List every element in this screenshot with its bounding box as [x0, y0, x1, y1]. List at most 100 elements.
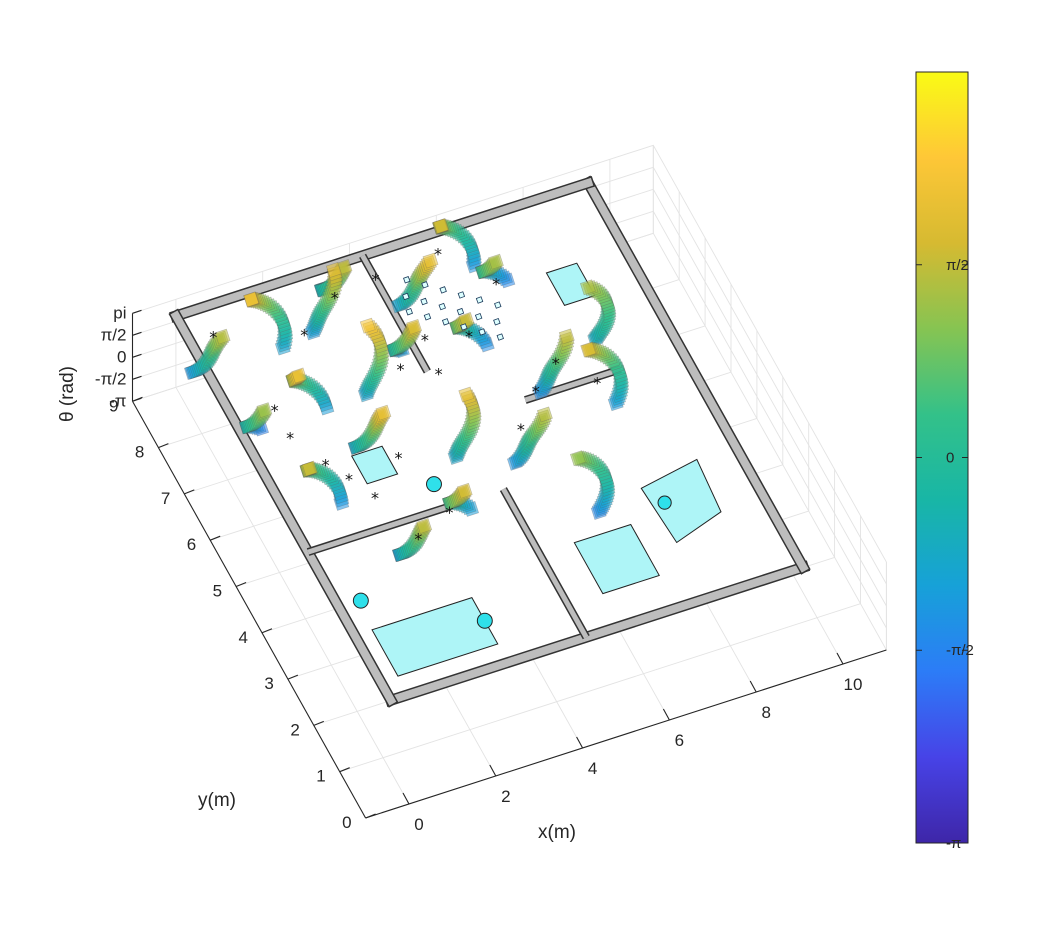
furniture-table [573, 523, 660, 595]
furniture-stool [476, 612, 493, 629]
colorbar-tick-label: -π [946, 835, 961, 852]
landmark-marker [420, 297, 428, 306]
colorbar-tick-label: π/2 [946, 257, 969, 274]
robot-position-star: * [372, 270, 380, 289]
robot-position-star: * [345, 470, 353, 489]
robot-position-star: * [331, 289, 339, 308]
y-tick-label: 3 [264, 674, 273, 693]
colorbar [915, 71, 969, 844]
y-tick-label: 5 [213, 581, 222, 600]
particle-cluster [299, 460, 350, 511]
z-tick-label: -π/2 [95, 369, 127, 388]
particle-cluster [580, 341, 630, 412]
y-tick-label: 2 [290, 720, 299, 739]
robot-position-star: * [465, 327, 473, 346]
particle-cluster [183, 328, 231, 380]
x-tick [749, 680, 757, 693]
robot-position-star: * [517, 420, 525, 439]
robot-position-star: * [434, 244, 442, 263]
particle-cube [580, 341, 597, 358]
landmark-marker [494, 301, 502, 309]
particle-cube [256, 402, 273, 419]
robot-position-star: * [396, 360, 404, 379]
particle-cube [536, 406, 553, 423]
y-tick-label: 6 [187, 535, 196, 554]
inner-wall [501, 487, 589, 639]
x-tick-label: 6 [675, 731, 684, 750]
particle-cube [487, 253, 504, 270]
landmark-marker [441, 318, 450, 326]
robot-position-star: * [286, 429, 294, 448]
y-axis-label: y(m) [198, 790, 236, 811]
particle-cube [301, 460, 318, 477]
landmark-marker [474, 312, 483, 321]
particle-cube [406, 318, 423, 335]
colorbar-tick-label: 0 [946, 450, 954, 467]
robot-position-star: * [300, 326, 308, 345]
furniture-table [371, 597, 499, 677]
particle-cube [375, 404, 392, 421]
y-tick [209, 535, 221, 541]
x-tick-label: 8 [761, 703, 770, 722]
particle-cluster [474, 253, 516, 289]
x-tick [402, 792, 410, 805]
furniture-table [545, 262, 596, 306]
robot-position-star: * [395, 448, 403, 467]
robot-position-star: * [209, 328, 217, 347]
landmark-marker [493, 318, 501, 326]
y-tick [287, 674, 299, 680]
landmark-marker [439, 286, 447, 294]
particle-cube [325, 261, 342, 278]
landmark-marker [421, 281, 429, 289]
x-tick [489, 764, 497, 777]
x-tick [576, 736, 584, 749]
y-tick-label: 4 [239, 628, 248, 647]
z-tick-label: π/2 [101, 325, 127, 344]
y-tick-label: 8 [135, 443, 144, 462]
furniture-stool [352, 592, 369, 609]
y-tick-label: 0 [342, 813, 351, 832]
furniture-stool [657, 495, 672, 510]
x-axis-line [365, 649, 887, 819]
robot-position-star: * [492, 275, 500, 294]
x-tick-label: 2 [501, 787, 510, 806]
particle-cube [416, 518, 433, 534]
particle-cluster [285, 367, 335, 416]
particle-cluster [447, 386, 482, 465]
y-tick-label: 1 [316, 767, 325, 786]
y-tick-label: 9 [109, 396, 118, 415]
inner-wall [360, 254, 430, 373]
landmark-marker [478, 328, 486, 336]
particle-cluster [347, 404, 392, 455]
outer-wall [582, 177, 809, 573]
particle-cube [291, 367, 308, 384]
x-tick-label: 4 [588, 759, 597, 778]
z-tick-label: -π [109, 391, 126, 410]
robot-position-star: * [552, 354, 560, 373]
inner-wall [307, 504, 448, 555]
particle-cube [456, 482, 473, 499]
outer-wall [385, 562, 809, 706]
landmark-marker [457, 291, 466, 299]
landmark-marker [402, 292, 410, 301]
x-tick-label: 10 [844, 675, 863, 694]
particle-cube [359, 317, 376, 334]
robot-position-star: * [414, 529, 422, 548]
landmark-marker [475, 296, 484, 304]
z-axis-label: θ (rad) [57, 366, 78, 422]
robot-position-star: * [446, 503, 454, 522]
x-tick-label: 0 [414, 815, 423, 834]
furniture-table [640, 458, 722, 544]
z-tick [132, 353, 142, 358]
particle-cluster [304, 261, 343, 341]
z-tick-label: 0 [117, 347, 126, 366]
landmark-marker [405, 308, 413, 316]
robot-position-star: * [421, 331, 429, 350]
particle-layer [183, 218, 630, 563]
particle-cube [433, 218, 450, 234]
particle-cube [579, 279, 596, 296]
particle-cluster [386, 318, 423, 359]
y-tick [365, 813, 376, 819]
y-axis-line [132, 401, 367, 819]
particle-cube [214, 328, 231, 345]
